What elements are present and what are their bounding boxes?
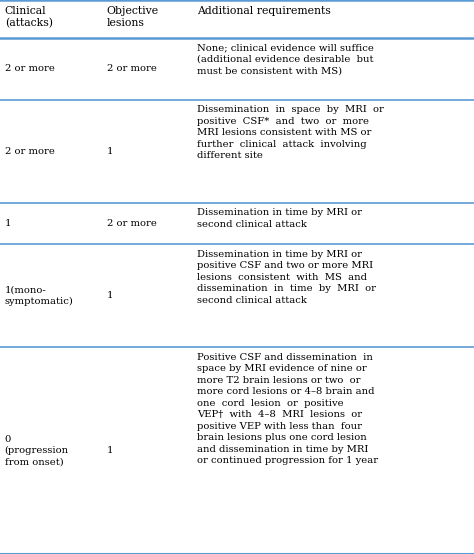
Text: 2 or more: 2 or more — [107, 219, 156, 228]
Text: Objective
lesions: Objective lesions — [107, 6, 159, 28]
Text: 1: 1 — [107, 446, 113, 455]
Text: 2 or more: 2 or more — [107, 64, 156, 73]
Text: 1: 1 — [5, 219, 11, 228]
Text: 1(mono-
symptomatic): 1(mono- symptomatic) — [5, 285, 73, 306]
Text: 0
(progression
from onset): 0 (progression from onset) — [5, 435, 69, 467]
Text: Dissemination in time by MRI or
second clinical attack: Dissemination in time by MRI or second c… — [197, 208, 362, 229]
Text: 2 or more: 2 or more — [5, 64, 55, 73]
Text: Dissemination in time by MRI or
positive CSF and two or more MRI
lesions  consis: Dissemination in time by MRI or positive… — [197, 250, 376, 305]
Text: Additional requirements: Additional requirements — [197, 6, 330, 16]
Text: 1: 1 — [107, 147, 113, 156]
Text: None; clinical evidence will suffice
(additional evidence desirable  but
must be: None; clinical evidence will suffice (ad… — [197, 43, 374, 75]
Text: Positive CSF and dissemination  in
space by MRI evidence of nine or
more T2 brai: Positive CSF and dissemination in space … — [197, 353, 378, 465]
Text: Dissemination  in  space  by  MRI  or
positive  CSF*  and  two  or  more
MRI les: Dissemination in space by MRI or positiv… — [197, 105, 383, 160]
Text: 2 or more: 2 or more — [5, 147, 55, 156]
Text: 1: 1 — [107, 291, 113, 300]
Text: Clinical
(attacks): Clinical (attacks) — [5, 6, 53, 28]
